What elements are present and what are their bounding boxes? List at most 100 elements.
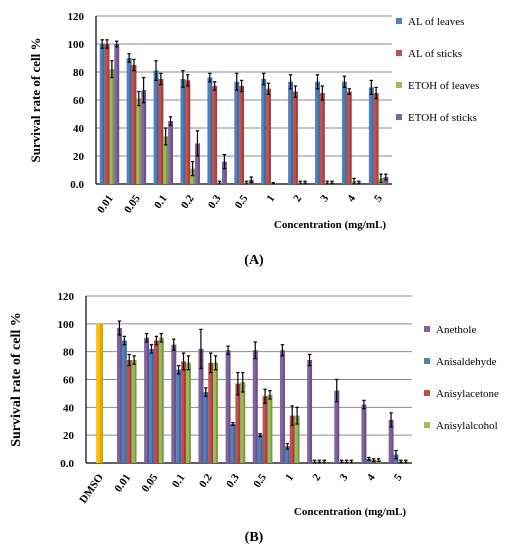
bar-anisylacetone <box>153 340 159 463</box>
bar-shade <box>156 340 159 463</box>
bar-shade <box>310 360 313 463</box>
legend-swatch <box>396 114 402 120</box>
bar-shade <box>243 382 246 463</box>
bar-shade <box>224 161 227 184</box>
bar-shade <box>161 79 164 184</box>
bar-anisaldehyde <box>203 392 209 463</box>
bar-anisylalcohol <box>240 382 246 463</box>
bar-shade <box>255 350 258 463</box>
bar-anisylacetone <box>262 396 268 463</box>
bar-shade <box>314 461 317 463</box>
bar-anethole <box>198 348 204 463</box>
bar-shade <box>188 80 191 184</box>
bar-etoh-of-leaves <box>136 98 142 184</box>
y-tick-label: 60 <box>63 375 75 387</box>
panel-label: (A) <box>244 253 264 268</box>
bar-anisylalcohol <box>185 362 191 463</box>
x-tick-label: 0.1 <box>170 472 188 490</box>
bar-shade <box>270 394 273 463</box>
bar-shade <box>359 182 362 184</box>
bar-shade <box>171 121 173 184</box>
bar-etoh-of-sticks <box>168 121 173 184</box>
bar-shade <box>344 81 347 184</box>
y-axis-title: Survival rate of cell % <box>28 38 43 163</box>
bar-shade <box>102 44 105 184</box>
bar-anisylacetone <box>208 362 214 463</box>
bar-al-of-sticks <box>239 86 244 184</box>
bar-shade <box>144 90 147 184</box>
x-axis-title: Concentration (mg/mL) <box>274 219 386 231</box>
x-tick-label: 0.3 <box>224 471 242 490</box>
bar-etoh-of-sticks <box>383 177 389 184</box>
bar-etoh-of-sticks <box>195 143 200 184</box>
legend-swatch <box>424 422 430 428</box>
chart-panel-b: 0.0 20 40 60 80 100 120 Survival rate of cell %… <box>9 291 499 545</box>
bar-etoh-of-sticks <box>114 44 120 184</box>
bar-shade <box>282 350 285 463</box>
bar-shade <box>319 461 322 463</box>
bar-anethole <box>279 350 285 463</box>
legend-label: AL of leaves <box>408 16 464 28</box>
bar-shade <box>265 396 268 463</box>
bar-shade <box>124 340 127 463</box>
x-tick-label: 0.2 <box>197 471 215 490</box>
bar-anethole <box>252 350 258 463</box>
y-tick-label: 40 <box>73 123 85 135</box>
bar-shade <box>174 344 177 463</box>
bar-etoh-of-sticks <box>221 161 227 184</box>
bar-shade <box>337 390 340 463</box>
x-tick-label: 3 <box>318 192 331 204</box>
y-tick-label: 20 <box>63 430 75 442</box>
x-tick-label: 4 <box>345 192 358 204</box>
x-tick-label: 1 <box>283 472 296 483</box>
y-tick-label: 100 <box>68 39 85 51</box>
y-axis-title: Survival rate of cell % <box>9 312 24 447</box>
bar-anethole <box>225 350 231 463</box>
bar-shade <box>134 65 137 184</box>
y-tick-label: 80 <box>73 67 85 79</box>
bar-shade <box>134 360 137 463</box>
control-bar <box>96 323 104 463</box>
bar-al-of-sticks <box>319 93 325 184</box>
bar-shade <box>369 458 372 463</box>
bar-shade <box>386 177 389 184</box>
bar-shade <box>292 415 295 463</box>
y-tick-label: 20 <box>73 151 85 163</box>
bar-al-of-sticks <box>158 79 164 184</box>
bar-shade <box>246 182 249 184</box>
bar-shade <box>188 362 191 463</box>
bar-anisylalcohol <box>158 337 164 463</box>
y-tick-label: 0.0 <box>60 458 74 470</box>
bar-shade <box>364 404 367 463</box>
bar-shade <box>295 91 298 184</box>
bar-shade <box>117 44 120 184</box>
bar-shade <box>112 69 115 184</box>
bar-etoh-of-leaves <box>190 168 196 184</box>
legend-label: ETOH of leaves <box>408 80 479 92</box>
panel-label: (B) <box>245 530 264 545</box>
bar-anisaldehyde <box>257 435 263 463</box>
x-tick-label: 5 <box>372 192 385 204</box>
bar-anethole <box>144 337 150 463</box>
bar-shade <box>391 419 394 463</box>
bar-anisylalcohol <box>213 362 219 463</box>
bar-al-of-leaves <box>261 79 267 184</box>
bar-al-of-sticks <box>212 86 218 184</box>
x-tick-label: 4 <box>365 471 378 483</box>
bar-shade <box>268 88 271 184</box>
bar-shade <box>287 446 290 463</box>
bar-anisylalcohol <box>267 394 273 463</box>
y-tick-label: 80 <box>63 347 75 359</box>
bar-anethole <box>307 360 313 463</box>
bar-shade <box>197 143 200 184</box>
bar-shade <box>327 182 330 184</box>
bar-shade <box>291 81 293 184</box>
x-tick-label: 2 <box>291 192 304 204</box>
bar-anisylalcohol <box>294 415 300 463</box>
y-tick-label: 120 <box>68 11 85 23</box>
legend-label: ETOH of sticks <box>408 112 477 124</box>
x-tick-label: 5 <box>392 471 405 483</box>
legend-label: AL of sticks <box>408 48 462 60</box>
bar-shade <box>216 362 219 463</box>
bar-shade <box>211 362 214 463</box>
